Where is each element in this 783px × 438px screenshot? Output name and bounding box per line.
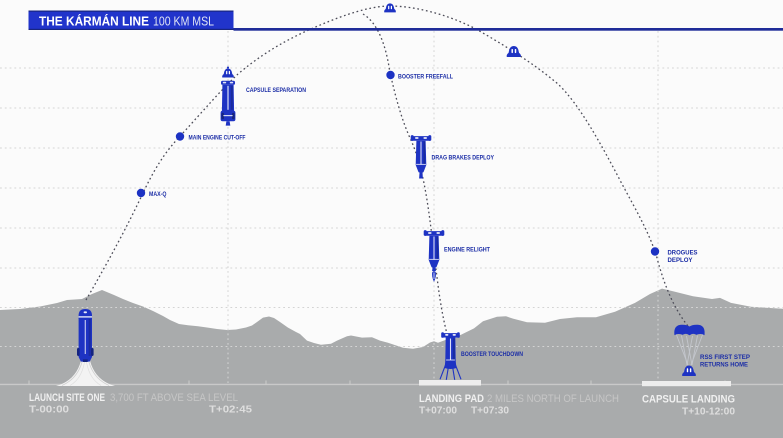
svg-text:DROGUES: DROGUES (668, 250, 699, 257)
svg-text:DRAG BRAKES DEPLOY: DRAG BRAKES DEPLOY (432, 155, 495, 162)
svg-text:ENGINE RELIGHT: ENGINE RELIGHT (444, 247, 490, 254)
svg-text:T+07:00: T+07:00 (419, 405, 457, 416)
svg-text:RETURNS HOME: RETURNS HOME (700, 362, 749, 369)
svg-text:3,700 FT ABOVE SEA LEVEL: 3,700 FT ABOVE SEA LEVEL (110, 392, 238, 404)
svg-text:T+10-12:00: T+10-12:00 (682, 406, 735, 417)
svg-text:DEPLOY: DEPLOY (668, 257, 694, 264)
svg-text:RSS FIRST STEP: RSS FIRST STEP (700, 354, 751, 361)
svg-text:100 KM MSL: 100 KM MSL (153, 13, 214, 28)
svg-text:T-00:00: T-00:00 (29, 405, 69, 416)
svg-text:CAPSULE LANDING: CAPSULE LANDING (642, 394, 735, 406)
svg-text:T+07:30: T+07:30 (471, 405, 509, 416)
svg-text:2 MILES NORTH OF LAUNCH: 2 MILES NORTH OF LAUNCH (487, 393, 619, 405)
svg-text:BOOSTER TOUCHDOWN: BOOSTER TOUCHDOWN (461, 351, 523, 358)
svg-text:BOOSTER FREEFALL: BOOSTER FREEFALL (398, 73, 453, 80)
svg-text:CAPSULE SEPARATION: CAPSULE SEPARATION (246, 87, 306, 94)
svg-text:LAUNCH SITE ONE: LAUNCH SITE ONE (29, 392, 105, 404)
svg-text:T+02:45: T+02:45 (209, 405, 252, 416)
svg-text:LANDING PAD: LANDING PAD (419, 393, 484, 405)
svg-text:MAIN ENGINE CUT-OFF: MAIN ENGINE CUT-OFF (189, 135, 246, 142)
svg-text:THE KÁRMÁN LINE: THE KÁRMÁN LINE (39, 13, 149, 28)
svg-text:MAX-Q: MAX-Q (149, 191, 167, 198)
